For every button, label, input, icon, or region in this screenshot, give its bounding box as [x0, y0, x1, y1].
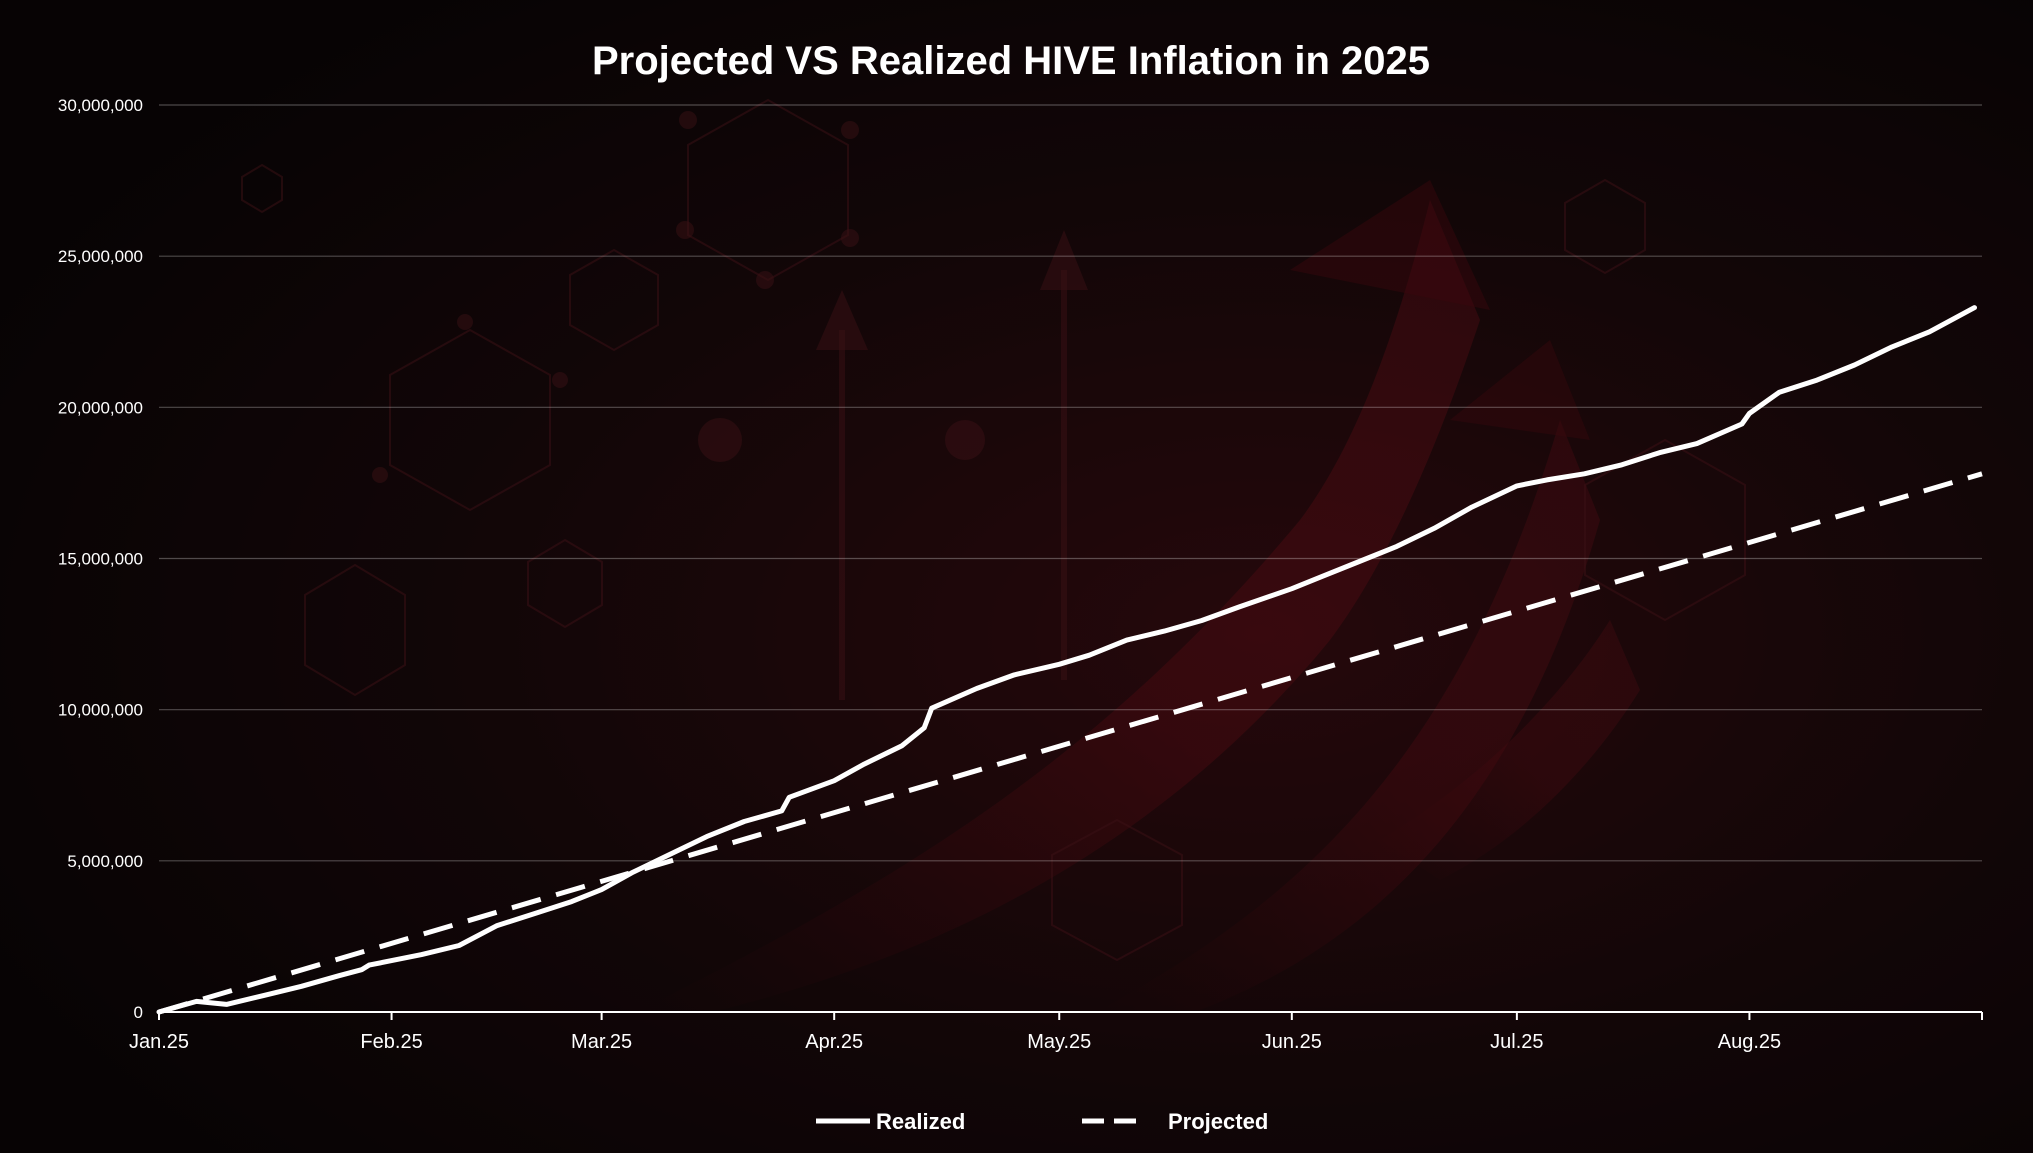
y-tick-label: 30,000,000 — [58, 96, 143, 115]
x-tick-label: May.25 — [1027, 1031, 1091, 1053]
series-line-projected — [158, 471, 1983, 1015]
y-tick-label: 5,000,000 — [67, 852, 143, 871]
x-tick-label: Mar.25 — [571, 1031, 632, 1053]
x-tick-label: Jul.25 — [1490, 1031, 1543, 1053]
y-tick-label: 0 — [134, 1003, 143, 1022]
legend-item-projected: Projected — [1082, 1109, 1268, 1134]
x-tick-label: Jan.25 — [129, 1031, 189, 1053]
y-tick-label: 10,000,000 — [58, 701, 143, 720]
series-line-realized — [156, 305, 1977, 1015]
legend-label: Projected — [1168, 1109, 1268, 1134]
y-tick-label: 25,000,000 — [58, 247, 143, 266]
y-tick-label: 20,000,000 — [58, 398, 143, 417]
y-tick-label: 15,000,000 — [58, 550, 143, 569]
x-tick-label: Aug.25 — [1718, 1031, 1781, 1053]
x-tick-label: Apr.25 — [805, 1031, 863, 1053]
legend-label: Realized — [876, 1109, 965, 1134]
chart-title: Projected VS Realized HIVE Inflation in … — [592, 39, 1430, 83]
legend-item-realized: Realized — [816, 1109, 965, 1134]
x-tick-label: Feb.25 — [360, 1031, 422, 1053]
x-tick-label: Jun.25 — [1262, 1031, 1322, 1053]
